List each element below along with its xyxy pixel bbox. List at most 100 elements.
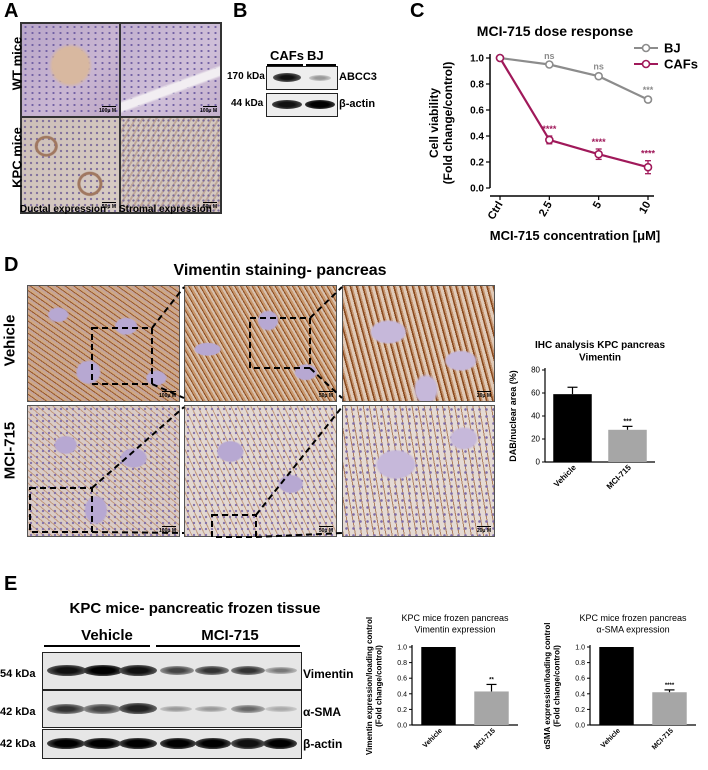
scalebar: 50μ M <box>318 528 333 534</box>
zoom-line <box>91 531 185 534</box>
chart-title: IHC analysis KPC pancreas <box>535 340 665 351</box>
band <box>231 705 265 713</box>
y-axis-label-line: Cell viability <box>427 88 441 158</box>
y-tick-label: 0.0 <box>470 184 484 195</box>
legend-label: BJ <box>664 41 681 56</box>
band <box>263 738 297 749</box>
y-axis-label-line: (Fold change/control) <box>553 645 562 727</box>
y-tick-label: 1.0 <box>575 645 585 652</box>
lane-divider <box>306 64 336 66</box>
band <box>195 666 229 675</box>
zoom-line <box>309 286 343 319</box>
y-tick-label: 0.2 <box>470 158 484 169</box>
legend-marker <box>641 43 651 53</box>
bar <box>608 429 647 462</box>
scalebar: 50μ M <box>202 204 217 210</box>
col-label-stromal: Stromal expression <box>119 204 212 215</box>
band <box>195 706 227 712</box>
significance-label: *** <box>623 418 631 425</box>
lane-divider <box>267 64 303 66</box>
col-label-ductal: Ductal expression <box>20 204 107 215</box>
band <box>83 704 121 714</box>
data-point <box>594 149 603 159</box>
y-tick-label: 0.8 <box>397 660 407 667</box>
mw-label: 42 kDa <box>0 706 36 718</box>
y-tick-label: 20 <box>531 435 540 444</box>
y-tick-label: 1.0 <box>397 645 407 652</box>
panel-label-a: A <box>4 0 19 22</box>
scalebar: 100μ M <box>159 393 176 399</box>
mw-label: 170 kDa <box>227 71 265 82</box>
mw-label: 42 kDa <box>0 738 36 750</box>
bar <box>652 692 687 725</box>
chart-title: KPC mice frozen pancreas <box>579 613 687 623</box>
zoom-box <box>249 317 311 369</box>
zoom-box <box>91 327 153 385</box>
y-axis-label: αSMA expression/loading control(Fold cha… <box>543 623 562 750</box>
scalebar: 100μ M <box>200 108 217 114</box>
legend-marker <box>641 59 651 69</box>
data-point <box>643 162 653 172</box>
bar <box>553 394 592 462</box>
panel-a-frame: 100μ M 100μ M 50μ M 50μ M <box>20 22 222 214</box>
y-axis-label-line: (Fold change/control) <box>375 645 384 727</box>
chart-title: KPC mice frozen pancreas <box>401 613 509 623</box>
protein-label: β-actin <box>303 737 343 751</box>
blot-alpha-sma <box>42 690 302 728</box>
panel-d-title: Vimentin staining- pancreas <box>173 262 387 279</box>
scalebar: 100μ M <box>99 108 116 114</box>
y-axis-label-line: αSMA expression/loading control <box>543 623 552 750</box>
series-line <box>499 56 649 101</box>
data-point <box>545 135 554 145</box>
mw-label: 54 kDa <box>0 668 36 680</box>
band <box>309 75 331 81</box>
significance-label: *** <box>643 85 654 95</box>
band <box>47 738 85 749</box>
y-tick-label: 0.8 <box>575 660 585 667</box>
band <box>231 666 265 675</box>
zoom-line <box>151 286 185 329</box>
band <box>119 665 157 676</box>
bar <box>474 691 509 725</box>
zoom-line <box>255 406 343 516</box>
y-axis-label: Cell viability(Fold change/control) <box>427 62 455 185</box>
x-tick-label: MCI-715 <box>473 727 497 751</box>
chart-title: MCI-715 dose response <box>477 23 634 39</box>
lane-label-bj: BJ <box>307 48 324 63</box>
significance-label: ns <box>544 51 555 61</box>
x-tick-label: Vehicle <box>552 463 578 489</box>
x-tick-label: Vehicle <box>600 727 622 749</box>
x-tick-label: MCI-715 <box>651 727 675 751</box>
group-divider <box>156 645 300 647</box>
blot-beta-actin-e <box>42 729 302 759</box>
y-tick-label: 0 <box>536 458 541 467</box>
y-tick-label: 40 <box>531 412 540 421</box>
data-point <box>643 95 653 104</box>
zoom-line <box>151 383 185 399</box>
bar <box>599 647 634 725</box>
y-tick-label: 0.2 <box>397 707 407 714</box>
band <box>47 665 87 676</box>
x-axis-label: MCI-715 concentration [μM] <box>490 228 660 243</box>
significance-label: **** <box>665 683 675 689</box>
panel-label-b: B <box>233 0 248 22</box>
blot-vimentin <box>42 652 302 690</box>
y-tick-label: 0.0 <box>575 723 585 730</box>
wt-ductal-image: 100μ M <box>22 24 119 116</box>
y-axis-label-line: (Fold change/control) <box>441 62 455 185</box>
scalebar: 20μ M <box>476 393 491 399</box>
y-tick-label: 0.6 <box>575 676 585 683</box>
band <box>195 738 231 749</box>
scalebar: 50μ M <box>101 204 116 210</box>
group-label-mci715: MCI-715 <box>201 627 259 644</box>
significance-label: **** <box>592 137 607 147</box>
bar <box>421 647 456 725</box>
y-tick-label: 0.2 <box>575 707 585 714</box>
x-tick-label: Vehicle <box>422 727 444 749</box>
y-tick-label: 60 <box>531 389 540 398</box>
band <box>83 738 121 749</box>
vehicle-ihc-20um: 20μ M <box>342 285 495 402</box>
legend-label: CAFs <box>664 57 698 72</box>
